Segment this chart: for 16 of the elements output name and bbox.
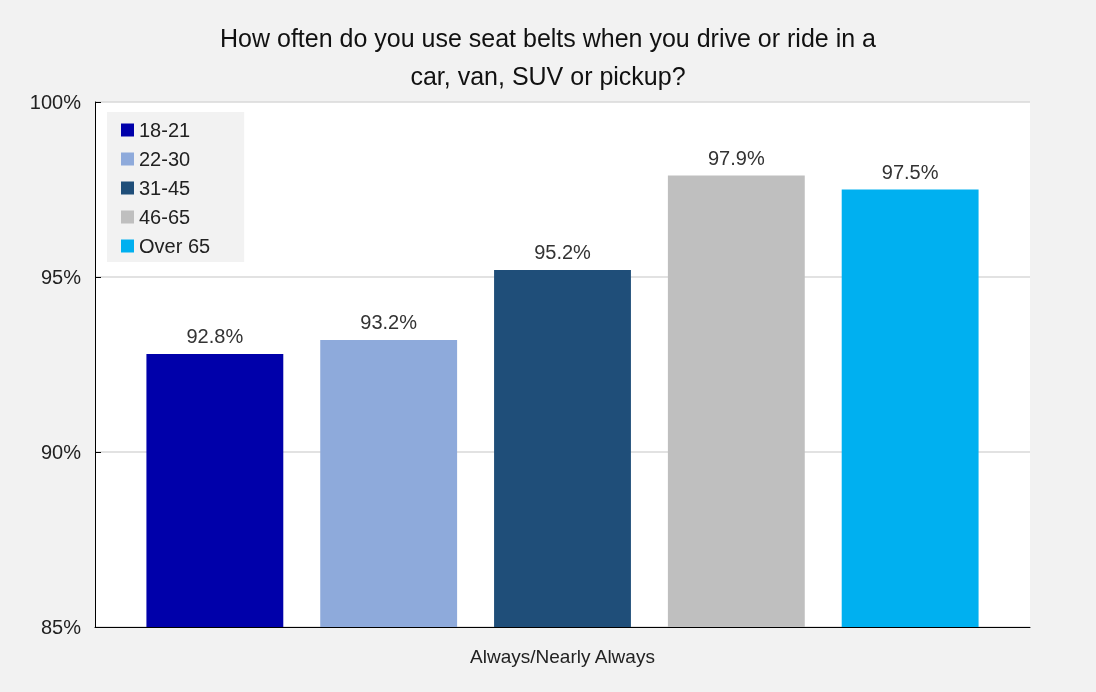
data-label: 97.5% xyxy=(881,160,939,183)
data-label: 95.2% xyxy=(534,241,592,263)
legend-label: Over 65 xyxy=(139,235,211,257)
data-label: 92.8% xyxy=(186,325,244,347)
chart-title: How often do you use seat belts when you drive or ride in a car, van, SUV or pickup? xyxy=(220,24,877,90)
legend-label: 18-21 xyxy=(139,119,191,141)
y-tick-label: 100% xyxy=(29,91,82,113)
x-tick-label: Always/Nearly Always xyxy=(470,646,655,667)
legend-label: 31-45 xyxy=(139,177,191,199)
legend-label: 46-65 xyxy=(139,206,191,228)
y-tick-label: 85% xyxy=(40,616,82,638)
data-label: 93.2% xyxy=(360,311,418,333)
data-label: 97.9% xyxy=(707,146,765,169)
y-tick-label: 95% xyxy=(40,266,82,288)
legend-label: 22-30 xyxy=(139,148,191,170)
y-tick-label: 90% xyxy=(40,441,82,463)
